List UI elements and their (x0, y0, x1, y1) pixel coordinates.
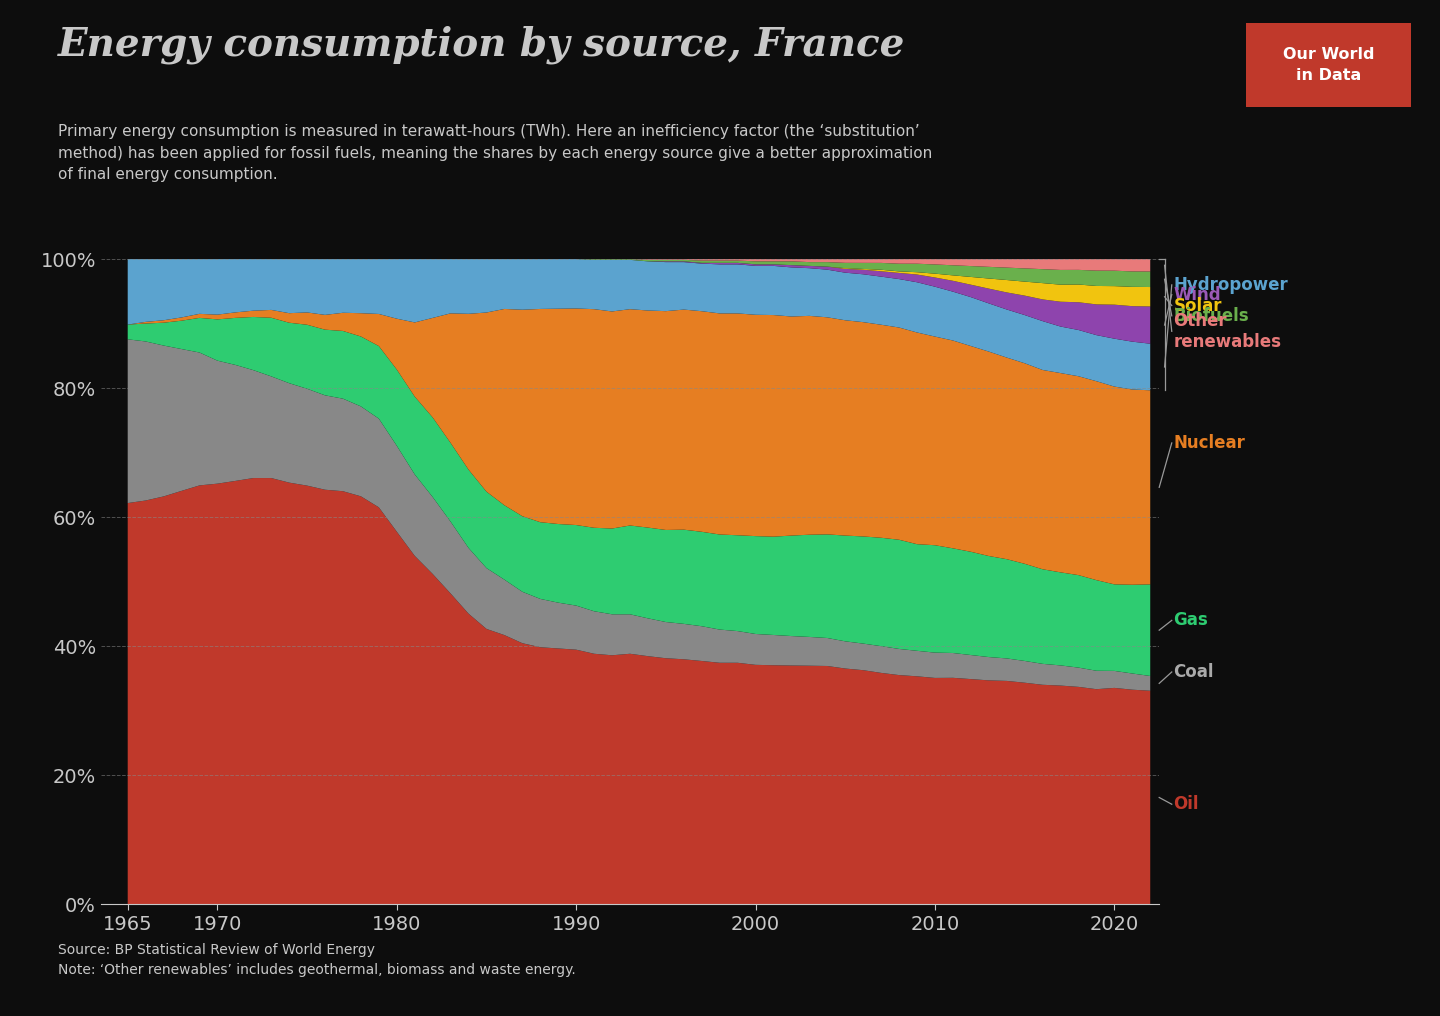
Text: Source: BP Statistical Review of World Energy
Note: ‘Other renewables’ includes : Source: BP Statistical Review of World E… (58, 943, 576, 977)
Text: Coal: Coal (1174, 663, 1214, 681)
Text: Energy consumption by source, France: Energy consumption by source, France (58, 25, 904, 64)
Text: Hydropower: Hydropower (1174, 276, 1289, 294)
Text: Gas: Gas (1174, 612, 1208, 629)
Text: Oil: Oil (1174, 796, 1200, 813)
Text: Other
renewables: Other renewables (1174, 312, 1282, 351)
Text: Wind: Wind (1174, 285, 1221, 304)
Text: Solar: Solar (1174, 297, 1223, 315)
Text: Nuclear: Nuclear (1174, 434, 1246, 452)
Text: Our World
in Data: Our World in Data (1283, 47, 1374, 83)
Text: Primary energy consumption is measured in terawatt-hours (TWh). Here an ineffici: Primary energy consumption is measured i… (58, 124, 932, 182)
Text: Biofuels: Biofuels (1174, 307, 1248, 325)
